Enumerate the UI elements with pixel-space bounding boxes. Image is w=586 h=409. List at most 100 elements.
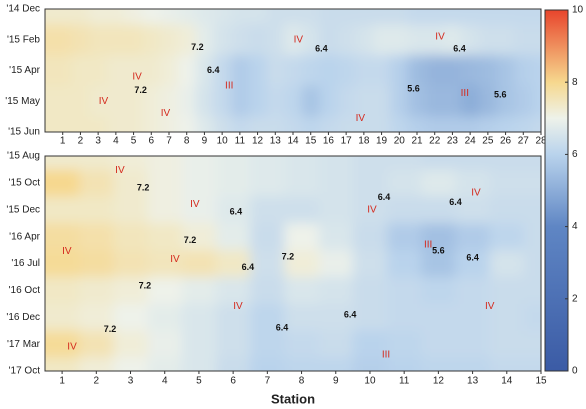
field-cell bbox=[79, 303, 114, 332]
colorbar bbox=[544, 9, 569, 372]
field-cell bbox=[147, 156, 183, 170]
field-cell bbox=[45, 116, 73, 132]
field-cell bbox=[443, 24, 462, 56]
field-cell bbox=[455, 250, 491, 278]
field-cell bbox=[142, 24, 161, 56]
field-cell bbox=[266, 116, 285, 132]
field-cell bbox=[319, 85, 338, 118]
field-cell bbox=[142, 116, 161, 132]
field-cell bbox=[266, 9, 285, 25]
contour-label: 6.4 bbox=[242, 262, 255, 272]
field-cell bbox=[489, 156, 525, 170]
x-tick-label: 17 bbox=[341, 136, 353, 147]
field-cell bbox=[425, 85, 445, 118]
x-tick-label: 16 bbox=[323, 136, 335, 147]
field-cell bbox=[216, 303, 251, 332]
x-tick-label: 8 bbox=[184, 136, 190, 147]
colorbar-tick-label: 8 bbox=[572, 77, 578, 88]
field-cell bbox=[318, 196, 354, 224]
field-cell bbox=[250, 303, 285, 332]
field-cell bbox=[372, 85, 391, 118]
class-label: III bbox=[424, 239, 432, 250]
field-cell bbox=[248, 24, 267, 56]
field-cell bbox=[216, 250, 251, 278]
x-tick-label: 22 bbox=[429, 136, 441, 147]
field-cell bbox=[421, 169, 456, 197]
field-cell bbox=[266, 85, 285, 118]
field-cell bbox=[496, 116, 515, 132]
field-cell bbox=[213, 55, 232, 87]
field-cell bbox=[45, 85, 73, 118]
field-cell bbox=[216, 169, 251, 197]
x-tick-label: 15 bbox=[535, 376, 547, 387]
field-cell bbox=[147, 303, 183, 332]
x-tick-label: 28 bbox=[535, 136, 547, 147]
field-cell bbox=[160, 85, 179, 118]
y-tick-label: '14 Dec bbox=[6, 4, 40, 15]
colorbar-tick-label: 0 bbox=[572, 366, 578, 377]
field-cell bbox=[318, 250, 354, 278]
plot-area bbox=[45, 156, 541, 371]
field-cell bbox=[79, 250, 114, 278]
field-cell bbox=[45, 9, 73, 25]
field-cell bbox=[284, 85, 303, 118]
field-cell bbox=[461, 24, 480, 56]
field-cell bbox=[455, 357, 491, 371]
field-cell bbox=[147, 357, 183, 371]
field-cell bbox=[461, 85, 480, 118]
field-cell bbox=[523, 357, 541, 371]
field-cell bbox=[45, 55, 73, 87]
field-cell bbox=[147, 250, 183, 278]
contour-label: 6.4 bbox=[449, 197, 462, 207]
field-cell bbox=[443, 9, 462, 25]
field-cell bbox=[318, 303, 354, 332]
plot-frame bbox=[44, 155, 542, 372]
field-cell bbox=[489, 330, 525, 359]
field-cell bbox=[408, 116, 427, 132]
field-cell bbox=[301, 24, 321, 56]
x-tick-label: 10 bbox=[364, 376, 376, 387]
field-cell bbox=[248, 55, 267, 87]
field-cell bbox=[372, 9, 391, 25]
field-cell bbox=[113, 276, 149, 305]
field-cell bbox=[147, 330, 183, 359]
x-tick-label: 9 bbox=[202, 136, 208, 147]
field-cell bbox=[250, 250, 285, 278]
y-tick-label: '17 Oct bbox=[9, 366, 41, 377]
field-cell bbox=[489, 223, 525, 251]
field-cell bbox=[216, 330, 251, 359]
y-tick-label: '17 Mar bbox=[7, 339, 41, 350]
x-tick-label: 27 bbox=[518, 136, 530, 147]
field-cell bbox=[387, 156, 422, 170]
class-label: IV bbox=[190, 199, 200, 210]
field-cell bbox=[523, 276, 541, 305]
field-cell bbox=[89, 85, 108, 118]
field-cell bbox=[250, 223, 285, 251]
field-cell bbox=[89, 116, 108, 132]
field-cell bbox=[425, 9, 445, 25]
field-cell bbox=[284, 196, 320, 224]
field-cell bbox=[479, 85, 498, 118]
y-tick-label: '15 Jun bbox=[8, 127, 40, 138]
field-cell bbox=[250, 196, 285, 224]
x-tick-label: 3 bbox=[128, 376, 134, 387]
field-cell bbox=[425, 24, 445, 56]
x-tick-label: 25 bbox=[482, 136, 494, 147]
field-cell bbox=[266, 55, 285, 87]
field-cell bbox=[147, 169, 183, 197]
field-cell bbox=[45, 169, 80, 197]
x-tick-label: 2 bbox=[78, 136, 84, 147]
contour-label: 7.2 bbox=[137, 182, 150, 192]
field-cell bbox=[523, 250, 541, 278]
field-cell bbox=[284, 55, 303, 87]
field-cell bbox=[89, 55, 108, 87]
field-cell bbox=[455, 223, 491, 251]
field-cell bbox=[107, 85, 126, 118]
field-cell bbox=[177, 116, 197, 132]
contour-label: 6.4 bbox=[378, 192, 391, 202]
field-cell bbox=[284, 9, 303, 25]
field-cell bbox=[284, 276, 320, 305]
x-tick-label: 6 bbox=[149, 136, 155, 147]
contour-label: 5.6 bbox=[432, 246, 445, 256]
